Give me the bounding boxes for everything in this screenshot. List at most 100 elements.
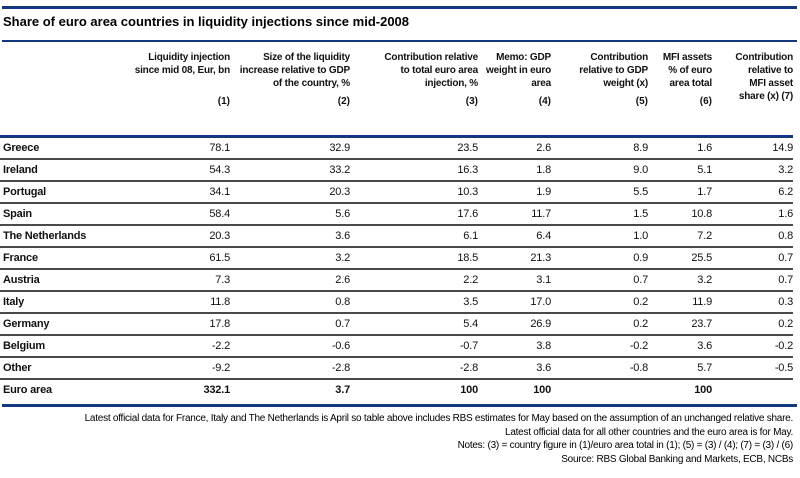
column-header: Liquidity injection since mid 08, Eur, b… bbox=[118, 42, 230, 138]
value-cell: 8.9 bbox=[551, 136, 648, 160]
column-header: Contribution relative to total euro area… bbox=[350, 42, 478, 138]
value-cell: -2.2 bbox=[118, 335, 230, 358]
value-cell: 5.6 bbox=[230, 203, 350, 226]
country-name: Portugal bbox=[0, 181, 118, 204]
value-cell: 14.9 bbox=[712, 136, 793, 160]
value-cell: -2.8 bbox=[350, 357, 478, 380]
column-header-label: Size of the liquidity increase relative … bbox=[239, 52, 350, 89]
footnotes: Latest official data for France, Italy a… bbox=[0, 412, 800, 466]
value-cell bbox=[551, 379, 648, 400]
column-header: Memo: GDP weight in euro area (4) bbox=[478, 42, 551, 138]
value-cell: 100 bbox=[460, 384, 478, 396]
value-cell: 2.6 bbox=[478, 136, 551, 160]
value-cell: 54.3 bbox=[118, 159, 230, 182]
value-cell: 25.5 bbox=[648, 247, 712, 270]
value-cell: 6.1 bbox=[350, 225, 478, 248]
value-cell: 6.4 bbox=[478, 225, 551, 248]
value-cell: -0.5 bbox=[712, 357, 793, 380]
value-cell: 0.9 bbox=[551, 247, 648, 270]
value-cell: 0.8 bbox=[712, 225, 793, 248]
value-cell: 10.3 bbox=[350, 181, 478, 204]
value-cell: 3.6 bbox=[648, 335, 712, 358]
value-cell: 26.9 bbox=[478, 313, 551, 336]
value-cell: 3.2 bbox=[230, 247, 350, 270]
value-cell: 16.3 bbox=[350, 159, 478, 182]
country-name: Spain bbox=[0, 203, 118, 226]
footnote-line: Source: RBS Global Banking and Markets, … bbox=[561, 453, 793, 465]
value-cell: 7.3 bbox=[118, 269, 230, 292]
value-cell: 9.0 bbox=[551, 159, 648, 182]
liquidity-table: Liquidity injection since mid 08, Eur, b… bbox=[0, 42, 793, 400]
value-cell: 21.3 bbox=[478, 247, 551, 270]
footnote-line: Notes: (3) = country figure in (1)/euro … bbox=[457, 440, 794, 451]
table-row: Germany 17.8 0.7 5.4 26.9 0.2 23.7 0.2 bbox=[0, 313, 793, 336]
value-cell: 1.5 bbox=[551, 203, 648, 226]
top-rule bbox=[2, 6, 797, 9]
value-cell: 0.2 bbox=[551, 291, 648, 314]
value-cell: 1.0 bbox=[551, 225, 648, 248]
value-cell: 3.7 bbox=[335, 384, 350, 396]
column-header-number: (5) bbox=[635, 96, 648, 107]
value-cell: 0.8 bbox=[230, 291, 350, 314]
value-cell: 17.6 bbox=[350, 203, 478, 226]
value-cell: 6.2 bbox=[712, 181, 793, 204]
table-row: France 61.5 3.2 18.5 21.3 0.9 25.5 0.7 bbox=[0, 247, 793, 270]
value-cell: 10.8 bbox=[648, 203, 712, 226]
column-header: Contribution relative to GDP weight (x) … bbox=[551, 42, 648, 138]
value-cell: 7.2 bbox=[648, 225, 712, 248]
value-cell: 100 bbox=[533, 384, 551, 396]
value-cell: 34.1 bbox=[118, 181, 230, 204]
country-name: Germany bbox=[0, 313, 118, 336]
value-cell: -0.6 bbox=[230, 335, 350, 358]
country-name: Austria bbox=[0, 269, 118, 292]
column-header-label: MFI assets % of euro area total bbox=[662, 52, 712, 89]
country-name: Euro area bbox=[3, 384, 52, 396]
column-header-label: Contribution relative to MFI asset share… bbox=[735, 52, 793, 102]
value-cell: 18.5 bbox=[350, 247, 478, 270]
value-cell: 3.1 bbox=[478, 269, 551, 292]
value-cell: 0.7 bbox=[712, 247, 793, 270]
value-cell: 0.7 bbox=[551, 269, 648, 292]
value-cell: 0.7 bbox=[230, 313, 350, 336]
value-cell: 3.8 bbox=[478, 335, 551, 358]
column-header: Size of the liquidity increase relative … bbox=[230, 42, 350, 138]
report-title: Share of euro area countries in liquidit… bbox=[3, 14, 410, 29]
table-row: Belgium -2.2 -0.6 -0.7 3.8 -0.2 3.6 -0.2 bbox=[0, 335, 793, 358]
bottom-rule bbox=[2, 404, 797, 407]
value-cell: -0.2 bbox=[712, 335, 793, 358]
value-cell: 332.1 bbox=[203, 384, 230, 396]
table-row: Spain 58.4 5.6 17.6 11.7 1.5 10.8 1.6 bbox=[0, 203, 793, 226]
column-header-number: (2) bbox=[337, 96, 350, 107]
country-name: The Netherlands bbox=[0, 225, 118, 248]
value-cell: 3.6 bbox=[230, 225, 350, 248]
table-header-row: Liquidity injection since mid 08, Eur, b… bbox=[0, 42, 793, 138]
table-row: Other -9.2 -2.8 -2.8 3.6 -0.8 5.7 -0.5 bbox=[0, 357, 793, 380]
country-name: France bbox=[0, 247, 118, 270]
column-header-number: (6) bbox=[699, 96, 712, 107]
column-header-number: (1) bbox=[217, 96, 230, 107]
country-name: Belgium bbox=[0, 335, 118, 358]
value-cell: -0.2 bbox=[551, 335, 648, 358]
value-cell bbox=[712, 379, 793, 400]
value-cell: 5.7 bbox=[648, 357, 712, 380]
value-cell: 58.4 bbox=[118, 203, 230, 226]
value-cell: -0.8 bbox=[551, 357, 648, 380]
footnote-line: Latest official data for all other count… bbox=[505, 426, 793, 438]
value-cell: 100 bbox=[694, 384, 712, 396]
value-cell: 20.3 bbox=[230, 181, 350, 204]
value-cell: 11.7 bbox=[478, 203, 551, 226]
column-header-label: Contribution relative to GDP weight (x) bbox=[579, 52, 648, 89]
value-cell: 1.8 bbox=[478, 159, 551, 182]
table-row: Italy 11.8 0.8 3.5 17.0 0.2 11.9 0.3 bbox=[0, 291, 793, 314]
value-cell: 11.9 bbox=[648, 291, 712, 314]
value-cell: -2.8 bbox=[230, 357, 350, 380]
value-cell: 2.2 bbox=[350, 269, 478, 292]
value-cell: 3.5 bbox=[350, 291, 478, 314]
value-cell: 1.6 bbox=[712, 203, 793, 226]
value-cell: 32.9 bbox=[230, 136, 350, 160]
table-row: The Netherlands 20.3 3.6 6.1 6.4 1.0 7.2 0.8 bbox=[0, 225, 793, 248]
value-cell: -0.7 bbox=[350, 335, 478, 358]
column-header-number: (3) bbox=[465, 96, 478, 107]
country-name: Greece bbox=[0, 136, 118, 160]
